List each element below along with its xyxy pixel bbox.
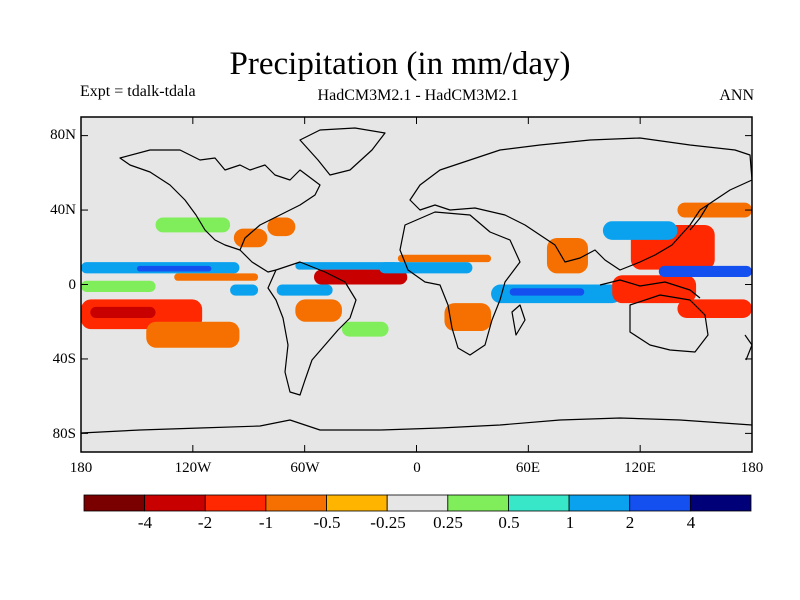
colorbar-swatch — [265, 494, 327, 512]
lat-label-80n: 80N — [50, 127, 76, 143]
lon-label-60e: 60E — [515, 460, 541, 476]
lon-label-180w: 180 — [69, 460, 93, 476]
lat-label-40s: 40S — [52, 351, 76, 367]
precip-region-north-atlantic-wet — [155, 217, 231, 233]
colorbar-swatch — [629, 494, 691, 512]
coastline-north-america — [119, 149, 321, 251]
lon-label-120w: 120W — [174, 460, 212, 476]
coastlines — [81, 127, 752, 434]
colorbar-label: -4 — [137, 513, 153, 532]
precip-region-south-pacific-dry-core — [90, 306, 156, 318]
precip-region-equatorial-pacific-east-wet — [230, 284, 259, 296]
colorbar-swatch — [386, 494, 449, 512]
experiment-label: Expt = tdalk-tdala — [80, 83, 196, 100]
axis-ticks — [80, 117, 753, 452]
colorbar-label: 0.25 — [433, 513, 463, 532]
colorbar-swatch — [83, 494, 146, 512]
colorbar-swatch — [204, 494, 267, 512]
precip-region-south-atlantic-wet — [341, 321, 389, 337]
precip-region-north-pacific-itcz-dry-south — [174, 273, 259, 281]
colorbar-label: -0.5 — [313, 513, 341, 532]
colorbar-label: 2 — [625, 513, 635, 532]
colorbar-label: -0.25 — [370, 513, 406, 532]
precip-region-north-west-pacific-dry — [677, 202, 752, 218]
precip-region-east-asia-wet — [602, 221, 678, 240]
lat-label-80s: 80S — [52, 426, 76, 442]
map-title: Precipitation (in mm/day) — [229, 46, 571, 82]
precip-region-us-east-coast-dry — [267, 217, 296, 237]
precip-region-central-pacific-wet — [81, 280, 156, 292]
coastline-africa — [399, 211, 521, 356]
precip-region-india-dry — [546, 237, 588, 274]
precip-region-west-pacific-wet — [658, 265, 752, 278]
lat-label-0: 0 — [68, 277, 77, 293]
colorbar-swatch — [568, 494, 631, 512]
colorbar-swatch — [508, 494, 570, 512]
precip-region-north-pacific-itcz-wet-core — [136, 265, 212, 272]
colorbar — [83, 494, 752, 512]
lon-label-120e: 120E — [624, 460, 656, 476]
coastline-japan — [689, 204, 709, 231]
precip-region-sahel-dry — [397, 254, 492, 263]
lat-label-40n: 40N — [50, 202, 76, 218]
precip-region-gulf-of-mexico-dry — [233, 228, 268, 248]
colorbar-swatch — [326, 494, 388, 512]
colorbar-label: -2 — [197, 513, 213, 532]
precip-region-south-pacific-convergence-dry — [677, 299, 752, 318]
precip-region-south-america-dry — [295, 299, 342, 322]
colorbar-label: 1 — [565, 513, 575, 532]
colorbar-label: -1 — [258, 513, 274, 532]
coastline-australia — [629, 294, 709, 353]
coastline-greenland — [299, 127, 386, 176]
colorbar-label: 0.5 — [498, 513, 520, 532]
coastline-central-america — [239, 249, 277, 273]
precip-region-amazon-wet — [276, 284, 333, 296]
coastline-antarctica — [81, 417, 752, 434]
coastline-south-america — [267, 261, 357, 396]
precip-region-maritime-continent-dry — [612, 275, 697, 304]
lon-label-180e: 180 — [740, 460, 764, 476]
precip-region-atlantic-itcz-wet — [295, 262, 398, 270]
coastline-maritime-continent — [599, 279, 701, 299]
coastline-eurasia — [409, 137, 752, 271]
precip-region-atlantic-itcz-dry-core — [341, 273, 408, 283]
colorbar-swatch — [144, 494, 206, 512]
precip-region-west-africa-wet — [379, 262, 473, 274]
precip-region-south-pacific-dry-tail — [146, 321, 240, 348]
colorbar-swatch — [447, 494, 509, 512]
model-label: HadCM3M2.1 - HadCM3M2.1 — [317, 87, 519, 104]
season-label: ANN — [719, 87, 754, 104]
colorbar-label: 4 — [686, 513, 696, 532]
coastline-new-zealand — [744, 334, 752, 361]
precip-region-southern-africa-dry — [444, 303, 492, 332]
precip-region-indian-ocean-wet-core — [509, 288, 585, 296]
precipitation-field — [81, 202, 752, 348]
lon-label-0: 0 — [413, 460, 421, 476]
lon-label-60w: 60W — [290, 460, 320, 476]
colorbar-swatch — [689, 494, 752, 512]
coastline-madagascar — [511, 304, 526, 336]
